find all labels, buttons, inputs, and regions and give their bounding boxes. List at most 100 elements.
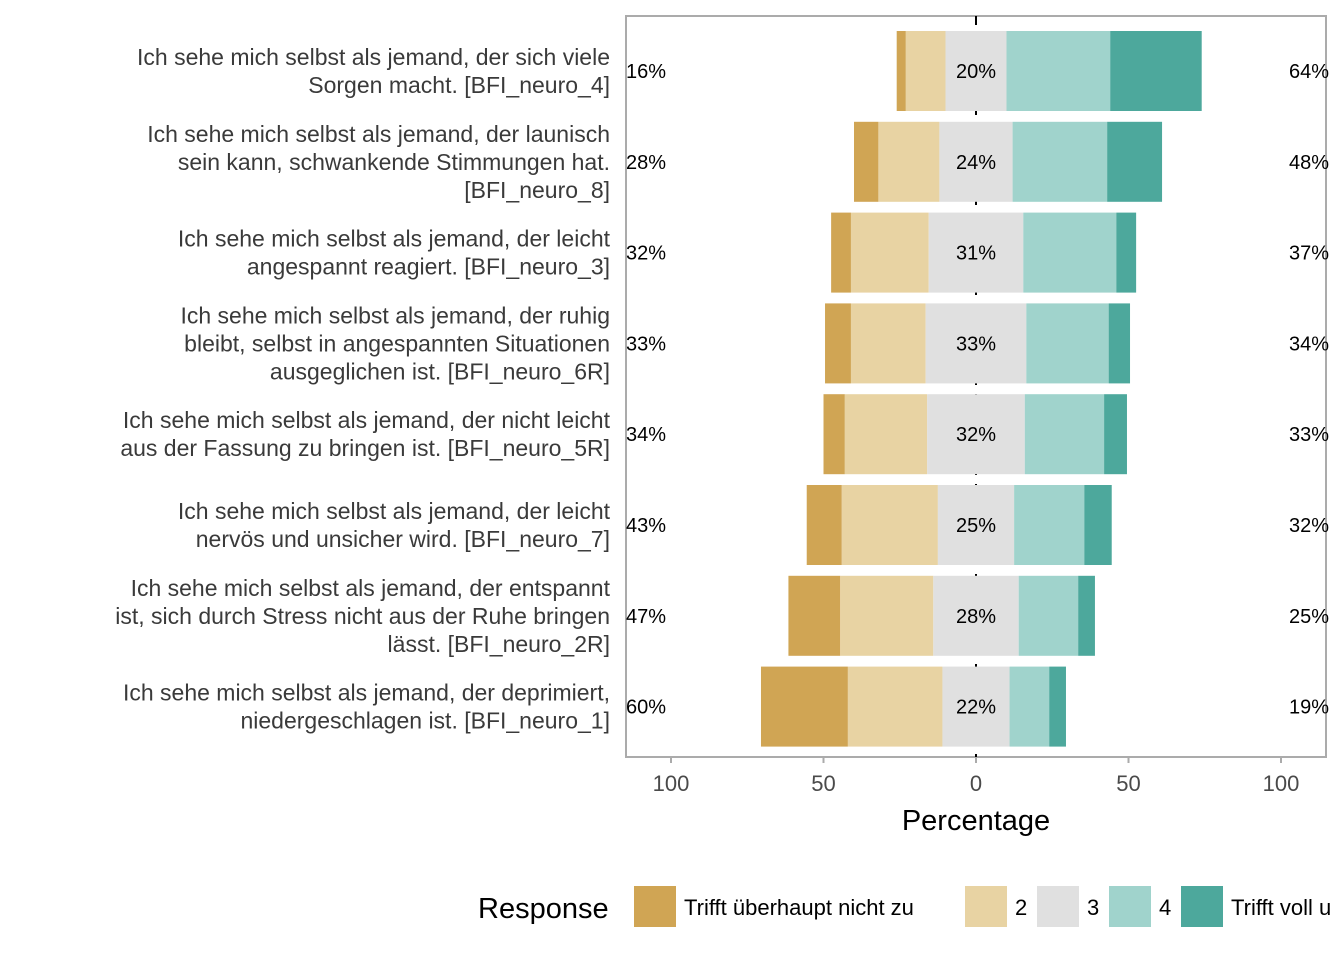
legend-key <box>1181 886 1223 927</box>
legend-item: 3 <box>1037 886 1099 927</box>
item-label: Ich sehe mich selbst als jemand, der sic… <box>137 44 610 98</box>
bar-segment-5 <box>1084 485 1112 565</box>
legend-item: Trifft überhaupt nicht zu <box>634 886 914 927</box>
bar-segment-5 <box>1116 212 1137 293</box>
low-percent-label: 43% <box>626 515 666 537</box>
high-percent-label: 25% <box>1289 606 1329 628</box>
legend-label: Trifft voll u <box>1231 895 1331 920</box>
bar-segment-5 <box>1104 394 1127 475</box>
low-percent-label: 16% <box>626 61 666 83</box>
bar-segment-1 <box>788 575 841 656</box>
bar-segment-2 <box>850 303 926 384</box>
bar-segment-3 <box>942 666 1010 747</box>
legend-label: 3 <box>1087 895 1099 920</box>
bar-segment-1 <box>823 394 845 475</box>
bar-row <box>806 485 1112 565</box>
bar-segment-5 <box>1107 121 1163 202</box>
bar-row <box>896 31 1202 111</box>
neutral-percent-label: 28% <box>956 606 996 628</box>
bar-segment-4 <box>1014 485 1085 565</box>
bar-segment-3 <box>945 31 1007 111</box>
bar-segment-5 <box>1108 303 1131 384</box>
bar-segment-4 <box>1009 666 1050 747</box>
x-axis: Percentage 100 50 0 50 100 <box>653 757 1300 837</box>
item-label: Ich sehe mich selbst als jemand, der lau… <box>147 121 610 203</box>
legend-item: 4 <box>1109 886 1171 927</box>
high-percent-label: 37% <box>1289 243 1329 265</box>
bar-segment-1 <box>806 485 842 565</box>
legend-label: 2 <box>1015 895 1027 920</box>
bar-segment-5 <box>1049 666 1066 747</box>
high-percent-label: 64% <box>1289 61 1329 83</box>
x-tick-label: 0 <box>970 771 982 796</box>
low-percent-label: 33% <box>626 333 666 355</box>
bar-segment-2 <box>844 394 928 475</box>
bar-segment-1 <box>896 31 906 111</box>
bar-segment-2 <box>847 666 943 747</box>
bar-segment-4 <box>1006 31 1111 111</box>
percentage-labels: 16% 20% 64% 28% 24% 48% 32% 31% 37% 33% 33% 34% 34% 3… <box>626 61 1329 719</box>
bar-segment-3 <box>933 575 1019 656</box>
bar-segment-4 <box>1023 212 1117 293</box>
x-tick-label: 50 <box>1116 771 1140 796</box>
bar-segment-1 <box>760 666 848 747</box>
item-labels: Ich sehe mich selbst als jemand, der sic… <box>115 44 610 734</box>
x-tick-label: 100 <box>1263 771 1300 796</box>
bar-row <box>831 212 1137 293</box>
bar-segment-2 <box>841 485 938 565</box>
bar-segment-3 <box>937 485 1015 565</box>
high-percent-label: 48% <box>1289 152 1329 174</box>
legend-key <box>965 886 1007 927</box>
item-label: Ich sehe mich selbst als jemand, der ruh… <box>180 302 610 384</box>
bar-segment-2 <box>840 575 934 656</box>
high-percent-label: 19% <box>1289 697 1329 719</box>
bar-segment-3 <box>925 303 1027 384</box>
high-percent-label: 32% <box>1289 515 1329 537</box>
item-label: Ich sehe mich selbst als jemand, der lei… <box>178 226 611 280</box>
neutral-percent-label: 33% <box>956 333 996 355</box>
x-axis-title: Percentage <box>902 805 1050 837</box>
bar-segment-1 <box>854 121 879 202</box>
bar-segment-4 <box>1012 121 1108 202</box>
legend-label: 4 <box>1159 895 1171 920</box>
bar-segment-4 <box>1024 394 1105 475</box>
neutral-percent-label: 32% <box>956 424 996 446</box>
neutral-percent-label: 24% <box>956 152 996 174</box>
high-percent-label: 34% <box>1289 333 1329 355</box>
bar-segment-3 <box>939 121 1013 202</box>
item-label: Ich sehe mich selbst als jemand, der nic… <box>120 407 610 461</box>
bar-segment-3 <box>928 212 1024 293</box>
x-tick-label: 100 <box>653 771 690 796</box>
legend-item: Trifft voll u <box>1181 886 1331 927</box>
bar-row <box>823 394 1127 475</box>
high-percent-label: 33% <box>1289 424 1329 446</box>
bar-segment-4 <box>1018 575 1079 656</box>
legend-label: Trifft überhaupt nicht zu <box>684 895 914 920</box>
bar-segment-4 <box>1026 303 1109 384</box>
legend-title: Response <box>478 893 609 925</box>
legend-item: 2 <box>965 886 1027 927</box>
bar-segment-3 <box>927 394 1025 475</box>
bars-layer <box>760 31 1202 747</box>
low-percent-label: 34% <box>626 424 666 446</box>
bar-row <box>788 575 1095 656</box>
bar-segment-2 <box>878 121 940 202</box>
legend-key <box>1109 886 1151 927</box>
x-tick-label: 50 <box>811 771 835 796</box>
bar-segment-2 <box>905 31 946 111</box>
neutral-percent-label: 20% <box>956 61 996 83</box>
low-percent-label: 32% <box>626 243 666 265</box>
bar-segment-5 <box>1110 31 1202 111</box>
bar-segment-2 <box>850 212 929 293</box>
neutral-percent-label: 22% <box>956 697 996 719</box>
bar-segment-5 <box>1078 575 1095 656</box>
bar-segment-1 <box>825 303 851 384</box>
item-label: Ich sehe mich selbst als jemand, der lei… <box>178 498 611 552</box>
item-label: Ich sehe mich selbst als jemand, der ent… <box>115 575 610 657</box>
neutral-percent-label: 25% <box>956 515 996 537</box>
legend-key <box>1037 886 1079 927</box>
item-label: Ich sehe mich selbst als jemand, der dep… <box>123 680 610 734</box>
legend: Response Trifft überhaupt nicht zu 2 3 4 Tri… <box>478 886 1331 927</box>
bar-row <box>825 303 1131 384</box>
